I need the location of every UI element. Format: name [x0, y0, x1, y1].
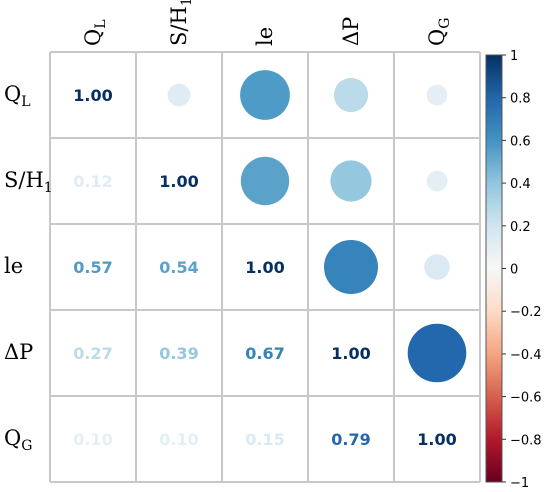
correlation-circles — [167, 70, 467, 383]
column-label: QL — [81, 19, 109, 46]
correlation-value: 0.79 — [331, 430, 370, 449]
colorbar-gradient — [485, 54, 503, 483]
colorbar-tick-label: 0.8 — [510, 92, 531, 107]
grid-lines — [49, 51, 481, 483]
correlation-value: 1.00 — [159, 172, 198, 191]
row-label: QG — [4, 426, 32, 454]
correlation-circle — [330, 160, 372, 202]
correlation-value: 1.00 — [331, 344, 370, 363]
correlation-value: 0.27 — [73, 344, 112, 363]
colorbar-tick-label: 0 — [510, 263, 518, 278]
row-label: le — [4, 254, 23, 278]
colorbar-tick-label: −0.8 — [510, 433, 542, 448]
row-label: S/H1 — [4, 168, 53, 196]
colorbar-tick-label: 1 — [510, 49, 518, 64]
correlation-circle — [333, 77, 369, 113]
colorbar-tick-label: 0.4 — [510, 177, 531, 192]
correlation-values: 1.00 0.12 1.00 0.57 0.54 1.00 0.27 0.39 0.67 1.00… — [73, 86, 456, 449]
correlation-value: 0.57 — [73, 258, 112, 277]
column-label: QG — [425, 18, 453, 46]
correlation-value: 1.00 — [73, 86, 112, 105]
colorbar-tick-label: −0.6 — [510, 391, 542, 406]
correlation-value: 0.39 — [159, 344, 198, 363]
colorbar-tick-label: −0.4 — [510, 348, 542, 363]
correlation-value: 1.00 — [417, 430, 456, 449]
row-label: ΔP — [4, 340, 33, 364]
row-labels: QL S/H1 le ΔP QG — [4, 82, 53, 454]
correlation-value: 0.12 — [73, 172, 112, 191]
column-label: ΔP — [339, 17, 363, 46]
correlation-circle — [167, 83, 191, 107]
correlation-circle — [407, 323, 467, 383]
correlation-value: 0.15 — [245, 430, 284, 449]
colorbar-tick-label: −0.2 — [510, 305, 542, 320]
row-label: QL — [4, 82, 31, 110]
correlation-circle — [426, 170, 448, 192]
correlation-circle — [424, 254, 450, 280]
colorbar: 1 0.8 0.6 0.4 0.2 0 −0.2 −0.4 −0.6 −0.8 −1 — [485, 49, 542, 491]
column-label: S/H1 — [167, 0, 195, 46]
correlation-circle — [426, 84, 448, 106]
correlation-value: 0.54 — [159, 258, 198, 277]
colorbar-tick-label: 0.6 — [510, 134, 531, 149]
correlation-value: 0.10 — [73, 430, 112, 449]
correlation-circle — [240, 156, 290, 206]
colorbar-tick-label: −1 — [510, 476, 529, 491]
correlation-value: 0.10 — [159, 430, 198, 449]
correlation-value: 0.67 — [245, 344, 284, 363]
column-labels: QL S/H1 le ΔP QG — [81, 0, 453, 46]
correlation-value: 1.00 — [245, 258, 284, 277]
correlation-circle — [324, 240, 378, 294]
correlation-circle — [240, 70, 290, 120]
column-label: le — [253, 27, 277, 46]
colorbar-tick-label: 0.2 — [510, 220, 531, 235]
